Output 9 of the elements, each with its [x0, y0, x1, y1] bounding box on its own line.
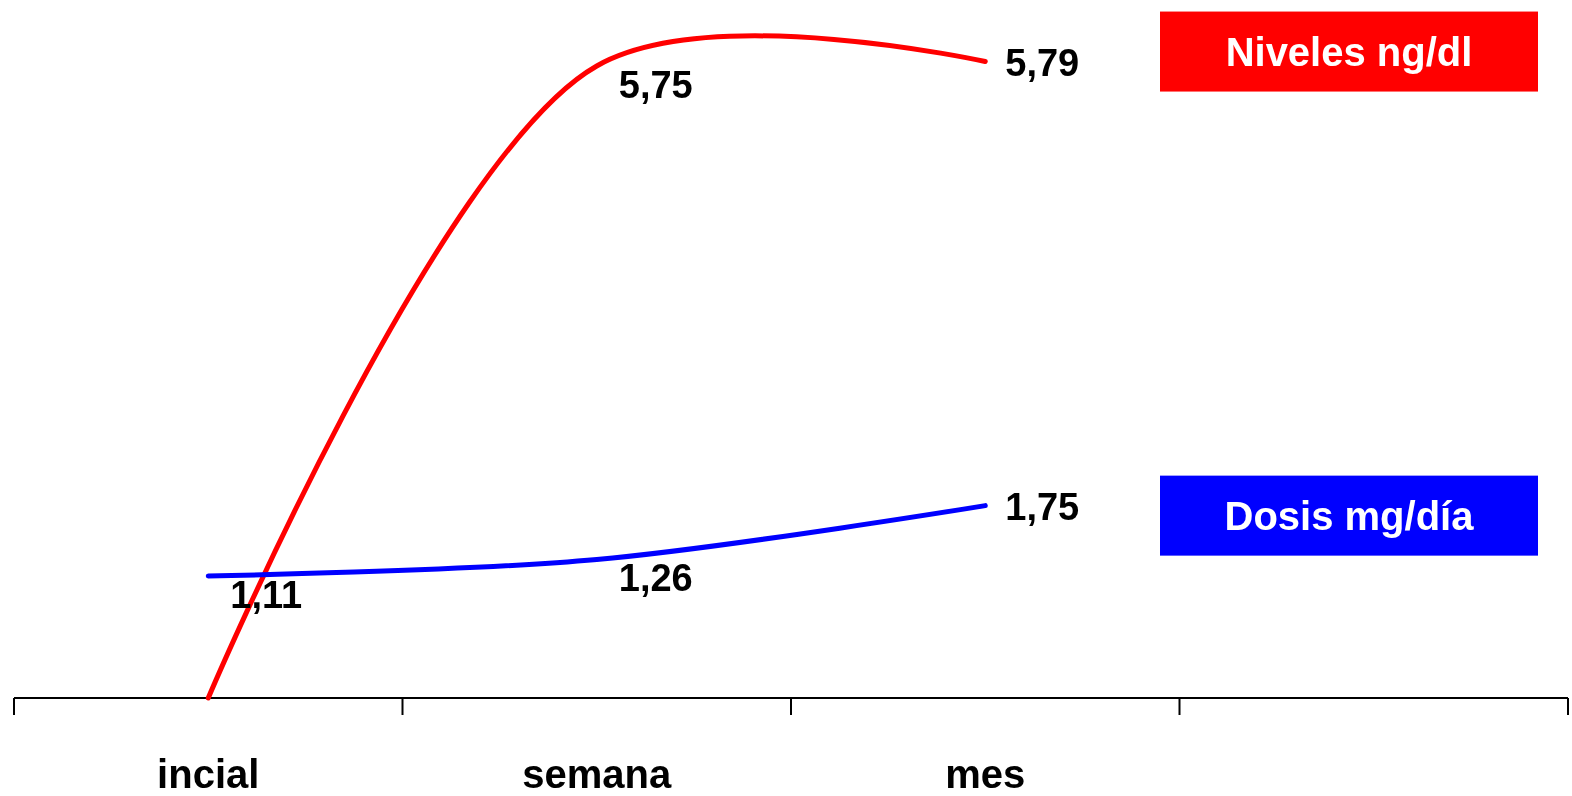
x-tick-label: mes	[945, 752, 1026, 796]
data-label: 1,26	[618, 557, 693, 600]
data-label: 5,79	[1005, 41, 1080, 84]
x-tick-label: incial	[157, 752, 260, 796]
data-label: 5,75	[618, 63, 693, 106]
data-label: 1,75	[1005, 485, 1080, 528]
text: Niveles ng/dl	[1225, 29, 1473, 74]
text: Dosis mg/día	[1224, 493, 1475, 538]
x-tick-label: semana	[522, 752, 672, 796]
